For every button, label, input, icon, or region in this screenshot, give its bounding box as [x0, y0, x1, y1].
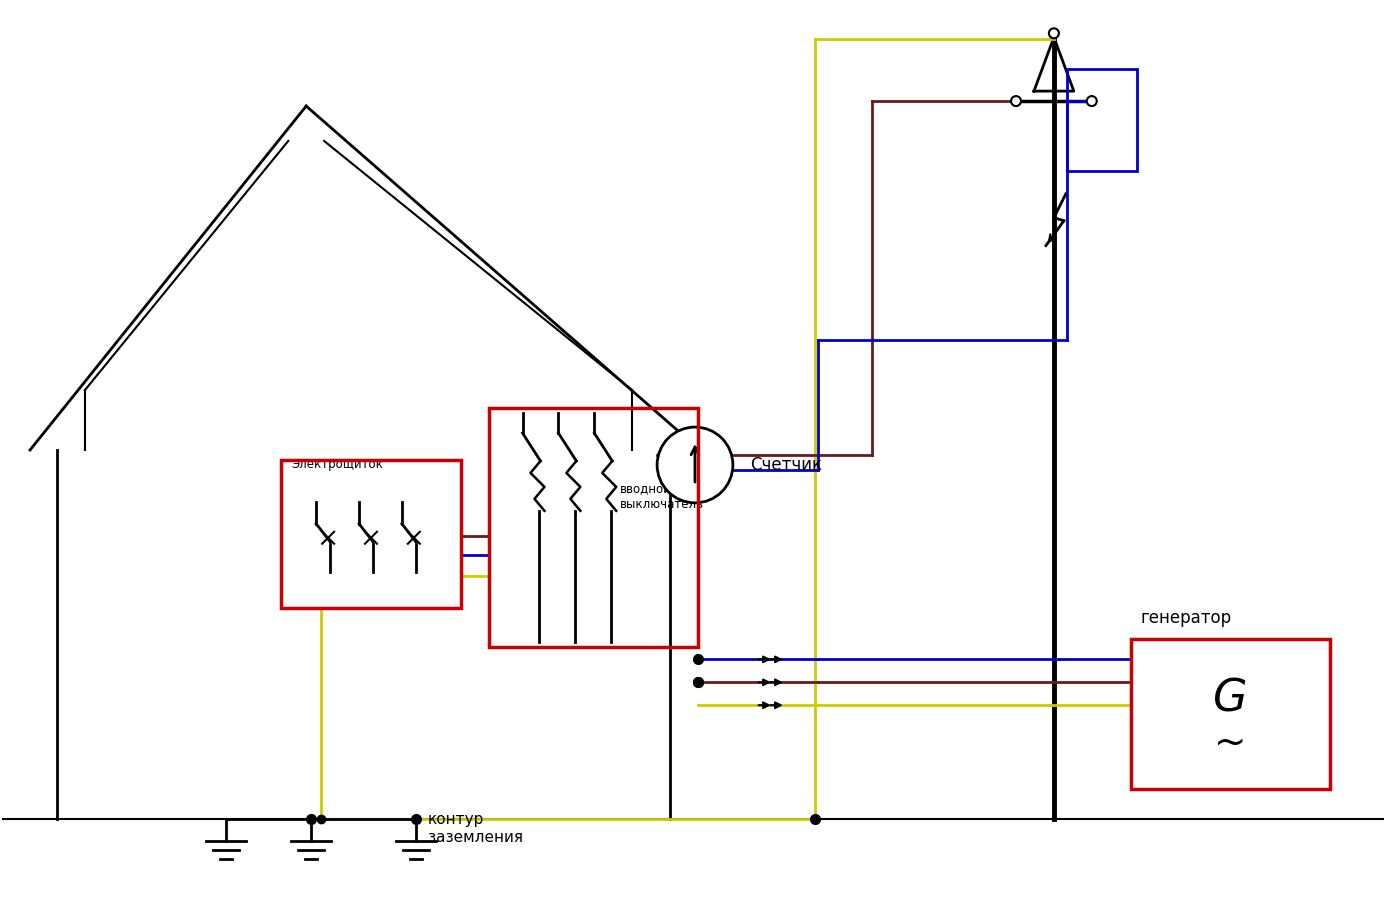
Text: Электрощиток: Электрощиток	[291, 458, 383, 471]
Text: вводной
выключатель: вводной выключатель	[620, 483, 704, 511]
Circle shape	[1087, 96, 1096, 106]
Text: Счетчик: Счетчик	[750, 456, 822, 474]
Bar	[489, 408, 699, 648]
Text: контур: контур	[428, 812, 484, 827]
Circle shape	[1010, 96, 1021, 106]
Text: ~: ~	[1214, 723, 1246, 761]
Circle shape	[657, 427, 733, 503]
Bar	[1067, 69, 1137, 171]
Text: G: G	[1213, 678, 1247, 721]
Text: заземления: заземления	[428, 830, 523, 844]
Bar	[1131, 640, 1331, 789]
Bar	[281, 460, 460, 608]
Circle shape	[1049, 28, 1059, 38]
Text: генератор: генератор	[1141, 610, 1232, 628]
